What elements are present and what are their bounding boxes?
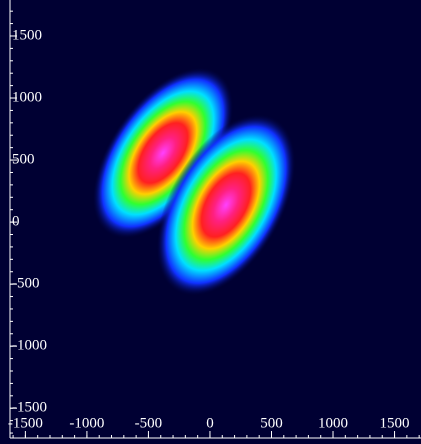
y-tick-label: 0	[12, 214, 20, 230]
x-tick-label: -1000	[69, 415, 104, 431]
y-tick-label: -500	[12, 276, 40, 292]
x-tick-label: -1500	[8, 415, 43, 431]
y-tick-label: 1500	[12, 27, 42, 43]
x-tick-label: -500	[135, 415, 163, 431]
y-tick-label: -1500	[12, 400, 47, 416]
y-tick-label: -1000	[12, 338, 47, 354]
x-tick-label: 0	[206, 415, 214, 431]
x-tick-label: 500	[260, 415, 283, 431]
x-tick-label: 1500	[380, 415, 410, 431]
x-tick-label: 1000	[318, 415, 348, 431]
y-tick-label: 1000	[12, 89, 42, 105]
beam-image	[92, 67, 296, 297]
beam-lobe	[156, 113, 296, 297]
beam-lobe	[92, 67, 234, 239]
y-tick-label: 500	[12, 151, 35, 167]
